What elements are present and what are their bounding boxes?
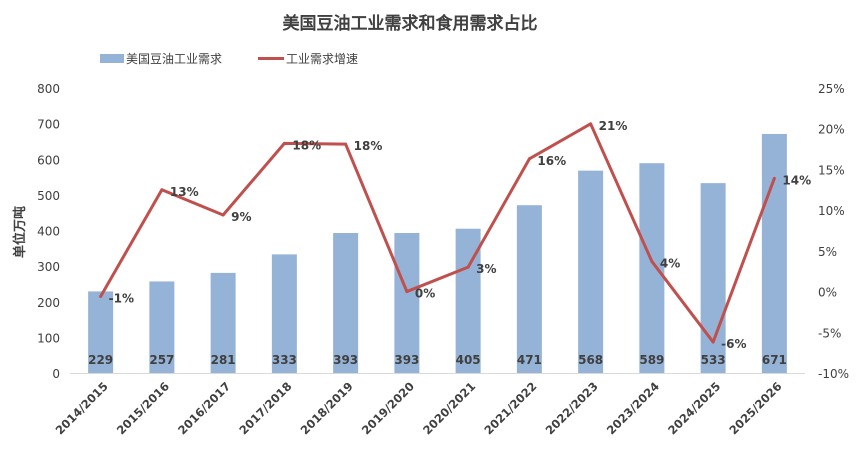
y-tick-label: 700 — [37, 118, 60, 132]
bar — [639, 163, 665, 373]
bar — [516, 205, 542, 373]
bar — [149, 281, 175, 373]
y2-tick-label: -5% — [818, 326, 841, 340]
bar — [88, 291, 114, 373]
bar-data-label: 393 — [333, 353, 358, 367]
line-data-label: -1% — [109, 291, 134, 305]
x-tick-label: 2015/2016 — [114, 379, 172, 437]
line-data-label: 13% — [170, 185, 199, 199]
y2-tick-label: 5% — [818, 245, 837, 259]
line-data-label: 3% — [476, 262, 496, 276]
bar-data-label: 393 — [394, 353, 419, 367]
y2-tick-label: 15% — [818, 163, 845, 177]
bar-data-label: 257 — [149, 353, 174, 367]
bar-data-label: 281 — [211, 353, 236, 367]
line-point — [589, 122, 593, 126]
chart-title: 美国豆油工业需求和食用需求占比 — [283, 13, 538, 34]
x-tick-label: 2022/2023 — [543, 379, 601, 437]
y2-tick-label: 20% — [818, 123, 845, 137]
x-tick-label: 2014/2015 — [53, 379, 111, 437]
line-point — [405, 290, 409, 294]
line-point — [344, 142, 348, 146]
legend-line-label: 工业需求增速 — [286, 52, 358, 66]
y-tick-label: 600 — [37, 153, 60, 167]
y2-tick-label: 25% — [818, 82, 845, 96]
line-point — [650, 259, 654, 263]
x-tick-label: 2018/2019 — [298, 379, 356, 437]
bar-data-label: 229 — [88, 353, 113, 367]
x-tick-label: 2017/2018 — [236, 379, 294, 437]
growth-line — [99, 122, 776, 344]
line-point — [282, 141, 286, 145]
bar — [761, 133, 787, 373]
x-tick-label: 2020/2021 — [420, 379, 478, 437]
bar — [578, 170, 604, 373]
x-tick-label: 2023/2024 — [604, 379, 662, 437]
y-tick-label: 0 — [52, 367, 60, 381]
line-data-label: 16% — [537, 154, 566, 168]
y-axis-label: 单位万吨 — [12, 206, 28, 258]
x-tick-label: 2021/2022 — [481, 379, 539, 437]
line-point — [99, 294, 103, 298]
bar-data-label: 471 — [517, 353, 542, 367]
line-data-label: 18% — [354, 139, 383, 153]
legend-bar-swatch — [100, 54, 124, 63]
x-tick-label: 2016/2017 — [175, 379, 233, 437]
x-tick-label: 2025/2026 — [726, 379, 784, 437]
y-tick-label: 400 — [37, 225, 60, 239]
y-tick-label: 100 — [37, 331, 60, 345]
y2-tick-label: 0% — [818, 286, 837, 300]
line-point — [221, 213, 225, 217]
legend: 美国豆油工业需求 工业需求增速 — [100, 52, 358, 66]
y-tick-label: 200 — [37, 296, 60, 310]
line-data-label: 4% — [660, 256, 680, 270]
bar — [210, 272, 236, 373]
y2-tick-label: 10% — [818, 204, 845, 218]
bar — [271, 254, 297, 373]
line-point — [160, 188, 164, 192]
bar — [394, 232, 420, 373]
line-point — [711, 340, 715, 344]
bar-data-label: 333 — [272, 353, 297, 367]
y-tick-label: 300 — [37, 260, 60, 274]
y-tick-label: 500 — [37, 189, 60, 203]
line-point — [466, 265, 470, 269]
line-data-label: 21% — [599, 119, 628, 133]
line-data-label: 18% — [292, 138, 321, 152]
line-point — [527, 157, 531, 161]
line-data-label: 14% — [782, 173, 811, 187]
x-tick-label: 2019/2020 — [359, 379, 417, 437]
line-data-label: -6% — [721, 337, 746, 351]
y-tick-label: 800 — [37, 82, 60, 96]
bar-data-label: 405 — [456, 353, 481, 367]
line-data-label: 9% — [231, 210, 251, 224]
line-point — [772, 176, 776, 180]
bar — [333, 232, 359, 373]
y2-tick-label: -10% — [818, 367, 849, 381]
legend-bar-label: 美国豆油工业需求 — [126, 52, 222, 66]
bar-data-label: 589 — [639, 353, 664, 367]
x-tick-label: 2024/2025 — [665, 379, 723, 437]
line-data-label: 0% — [415, 287, 435, 301]
bar-data-label: 671 — [762, 353, 787, 367]
bar-data-label: 533 — [701, 353, 726, 367]
bar-data-label: 568 — [578, 353, 603, 367]
